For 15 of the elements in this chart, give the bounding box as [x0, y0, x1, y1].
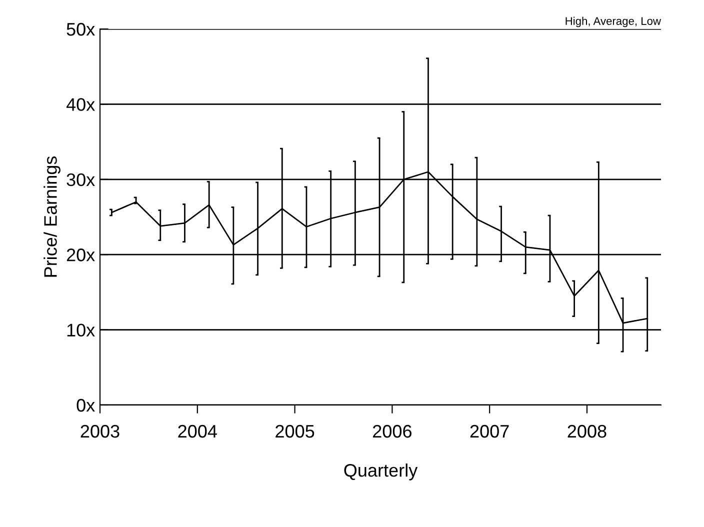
x-tick-label: 2006 — [373, 424, 412, 438]
x-tick-label: 2003 — [80, 424, 120, 438]
x-tick-label: 2007 — [470, 424, 509, 438]
y-tick-label: 0x — [76, 398, 95, 412]
y-tick-label: 40x — [66, 98, 95, 111]
x-axis-title: Quarterly — [344, 464, 418, 480]
x-tick-label: 2004 — [178, 424, 217, 438]
chart-title: High, Average, Low — [566, 16, 662, 28]
y-tick-label: 50x — [66, 22, 95, 36]
y-tick-label: 30x — [66, 173, 95, 186]
y-tick-label: 10x — [67, 324, 95, 337]
x-tick-label: 2005 — [276, 424, 314, 438]
y-axis-title: Price/ Earnings — [44, 156, 60, 277]
x-tick-label: 2008 — [568, 424, 606, 438]
y-tick-label: 20x — [66, 248, 95, 262]
